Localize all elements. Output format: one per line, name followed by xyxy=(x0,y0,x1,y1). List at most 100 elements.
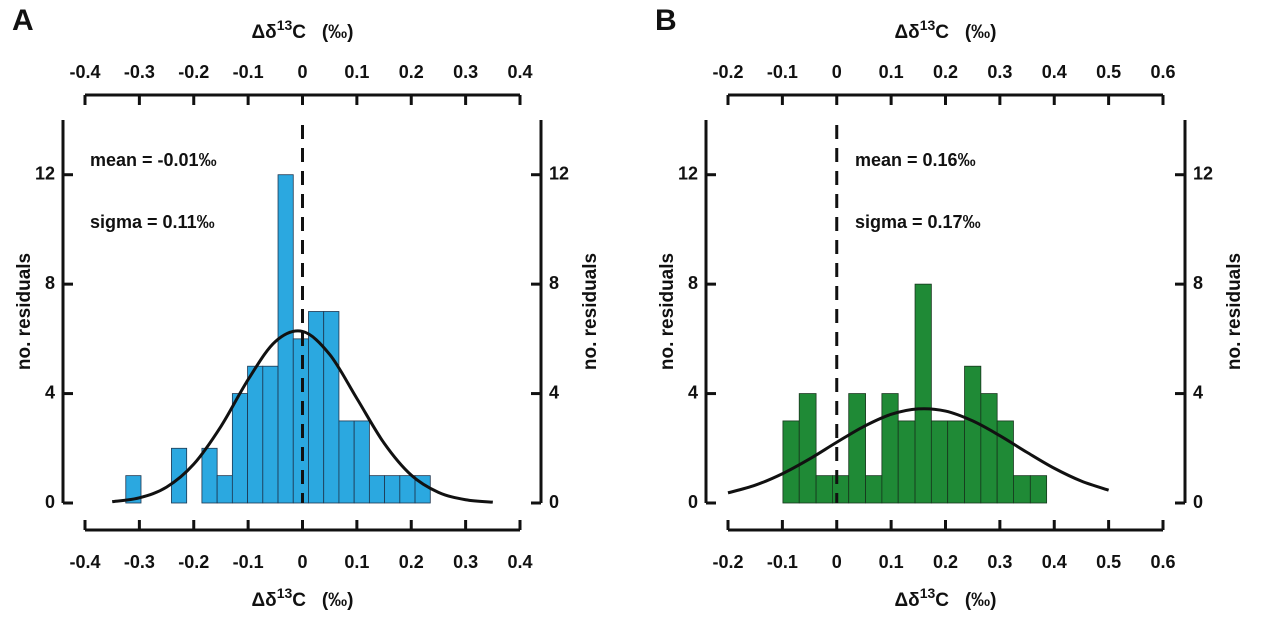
y-tick-label: 12 xyxy=(1193,163,1213,183)
x-tick-label: 0.3 xyxy=(987,62,1012,82)
x-label-sup: 13 xyxy=(277,585,293,601)
bar xyxy=(323,311,340,504)
x-label-sup: 13 xyxy=(920,585,936,601)
panel-letter: A xyxy=(12,4,34,37)
x-tick-label: 0.1 xyxy=(344,552,369,572)
bar xyxy=(832,475,850,504)
x-label-sup: 13 xyxy=(920,17,936,33)
x-tick-label: -0.1 xyxy=(767,62,798,82)
x-tick-label: 0.2 xyxy=(399,62,424,82)
x-tick-label: 0 xyxy=(832,552,842,572)
bar xyxy=(216,475,233,504)
x-tick-label: 0.1 xyxy=(344,62,369,82)
x-tick-label: 0.3 xyxy=(453,62,478,82)
bar xyxy=(231,393,248,504)
y-axis-label: no. residuals xyxy=(580,253,601,370)
x-tick-label: 0.4 xyxy=(1042,62,1067,82)
x-label-sup: 13 xyxy=(277,17,293,33)
x-tick-label: 0.1 xyxy=(879,62,904,82)
x-tick-label: -0.4 xyxy=(69,62,100,82)
x-label-rest: C (‰) xyxy=(935,590,996,611)
y-tick-label: 12 xyxy=(35,163,55,183)
bar xyxy=(262,365,279,504)
bar xyxy=(980,393,998,504)
x-tick-label: 0.6 xyxy=(1150,62,1175,82)
bar xyxy=(399,475,416,504)
x-tick-label: -0.2 xyxy=(178,62,209,82)
x-tick-label: 0.3 xyxy=(987,552,1012,572)
x-tick-label: -0.3 xyxy=(124,62,155,82)
bar xyxy=(368,475,386,504)
bar xyxy=(930,420,949,504)
x-tick-label: -0.1 xyxy=(767,552,798,572)
bar xyxy=(247,365,264,504)
y-tick-label: 0 xyxy=(1193,492,1203,512)
bar xyxy=(338,420,355,504)
x-label-symbol: Δδ xyxy=(252,22,277,43)
x-tick-label: 0.2 xyxy=(933,62,958,82)
x-tick-label: -0.3 xyxy=(124,552,155,572)
x-tick-label: 0 xyxy=(297,552,307,572)
x-tick-label: 0 xyxy=(832,62,842,82)
panel-letter: B xyxy=(655,4,677,37)
bar xyxy=(914,283,932,504)
x-tick-label: -0.2 xyxy=(712,62,743,82)
x-tick-label: -0.2 xyxy=(178,552,209,572)
x-tick-label: 0 xyxy=(297,62,307,82)
y-tick-label: 4 xyxy=(45,382,55,402)
x-label-symbol: Δδ xyxy=(895,22,920,43)
y-axis-label: no. residuals xyxy=(1224,253,1245,370)
y-tick-label: 0 xyxy=(688,492,698,512)
bar xyxy=(996,420,1014,504)
panel: A -0.4 -0.4 -0.3 -0.3 -0.2 -0.2 -0.1 -0.1 0 0 0.1 0.… xyxy=(12,4,601,611)
bar xyxy=(1029,475,1048,504)
x-tick-label: 0.1 xyxy=(879,552,904,572)
y-tick-label: 4 xyxy=(549,382,559,402)
bar xyxy=(1013,475,1031,504)
x-tick-label: 0.3 xyxy=(453,552,478,572)
y-tick-label: 0 xyxy=(45,492,55,512)
fit-curve xyxy=(111,329,493,504)
bar xyxy=(292,338,309,504)
x-tick-label: 0.4 xyxy=(507,62,532,82)
annotation: sigma = 0.17‰ xyxy=(855,212,981,232)
y-tick-label: 12 xyxy=(549,163,569,183)
x-label-rest: C (‰) xyxy=(292,22,353,43)
x-tick-label: 0.2 xyxy=(399,552,424,572)
x-tick-label: -0.1 xyxy=(233,62,264,82)
x-tick-label: 0.4 xyxy=(507,552,532,572)
bar xyxy=(125,475,142,504)
x-axis-label: Δδ13C (‰) xyxy=(252,17,354,43)
y-axis-label: no. residuals xyxy=(14,253,35,370)
bar xyxy=(171,447,188,504)
x-label-rest: C (‰) xyxy=(935,22,996,43)
x-tick-label: 0.5 xyxy=(1096,62,1121,82)
bar xyxy=(815,475,833,504)
y-axis-label: no. residuals xyxy=(657,253,678,370)
x-label-symbol: Δδ xyxy=(252,590,277,611)
bar xyxy=(201,447,218,504)
x-axis-label: Δδ13C (‰) xyxy=(252,585,354,611)
annotation: sigma = 0.11‰ xyxy=(90,212,215,232)
y-tick-label: 4 xyxy=(1193,382,1203,402)
bar xyxy=(782,420,800,504)
x-tick-label: -0.2 xyxy=(712,552,743,572)
bar xyxy=(848,393,866,504)
y-tick-label: 8 xyxy=(549,273,559,293)
annotation: mean = -0.01‰ xyxy=(90,150,217,170)
bar xyxy=(798,393,817,504)
bar xyxy=(353,420,370,504)
bar xyxy=(881,393,899,504)
x-label-symbol: Δδ xyxy=(895,590,920,611)
x-tick-label: 0.4 xyxy=(1042,552,1067,572)
annotation: mean = 0.16‰ xyxy=(855,150,976,170)
y-tick-label: 12 xyxy=(678,163,698,183)
x-label-rest: C (‰) xyxy=(292,590,353,611)
x-tick-label: -0.4 xyxy=(69,552,100,572)
fit-curve xyxy=(727,407,1110,495)
x-tick-label: -0.1 xyxy=(233,552,264,572)
y-tick-label: 8 xyxy=(688,273,698,293)
x-tick-label: 0.5 xyxy=(1096,552,1121,572)
bar xyxy=(897,420,916,504)
